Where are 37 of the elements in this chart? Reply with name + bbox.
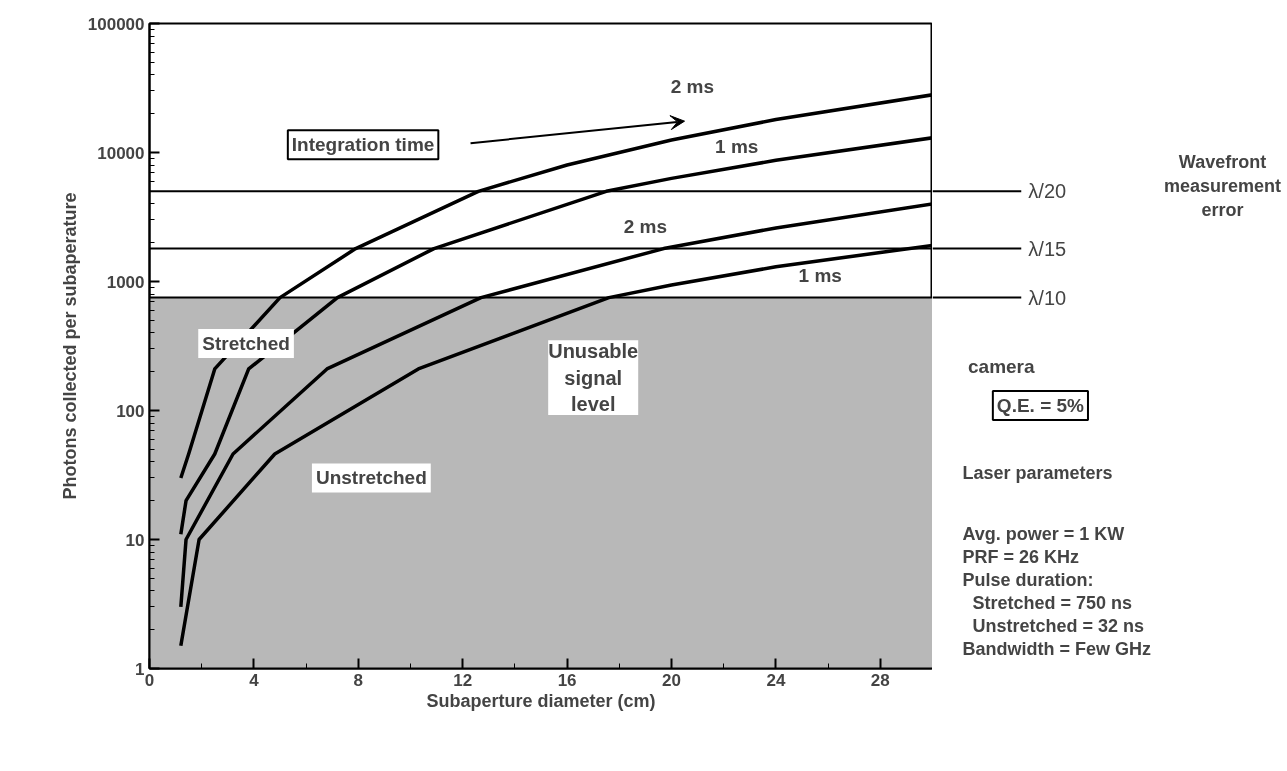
text: PRF = 26 KHz: [962, 546, 1080, 567]
ref-line-label: λ/10: [1028, 286, 1067, 309]
x-tick-label: 0: [144, 670, 155, 690]
series-label: 2 ms: [623, 215, 668, 237]
y-tick-label: 1: [135, 659, 145, 679]
y-axis-title: Photons collected per subaperature: [59, 192, 80, 500]
y-tick-label: 100: [116, 401, 145, 421]
text: Unstretched = 32 ns: [972, 615, 1145, 636]
x-tick-label: 24: [766, 670, 786, 690]
annotation: Unstretched: [315, 467, 427, 489]
x-tick-label: 8: [353, 670, 364, 690]
text: Laser parameters: [962, 462, 1113, 483]
x-tick-label: 12: [453, 670, 473, 690]
text: camera: [968, 356, 1035, 377]
y-tick-label: 1000: [106, 272, 145, 292]
y-tick-label: 10000: [97, 143, 145, 163]
text: Avg. power = 1 KW: [962, 523, 1125, 544]
band-label: Unusable signal level: [548, 340, 639, 415]
annotation: Integration time: [291, 134, 435, 156]
y-tick-label: 10: [125, 530, 145, 550]
text: Stretched = 750 ns: [972, 592, 1133, 613]
ref-line-label: λ/20: [1028, 180, 1067, 203]
x-tick-label: 20: [662, 670, 681, 690]
x-tick-label: 16: [557, 670, 577, 690]
y-tick-label: 100000: [87, 14, 145, 34]
text: Bandwidth = Few GHz: [962, 638, 1152, 659]
series-label: 1 ms: [715, 135, 759, 157]
series-label: 1 ms: [798, 264, 842, 286]
x-axis-title: Subaperture diameter (cm): [426, 690, 656, 711]
x-tick-label: 4: [249, 670, 260, 690]
annotation: Stretched: [202, 333, 290, 355]
ref-line-label: λ/15: [1028, 237, 1067, 260]
text: Pulse duration:: [962, 569, 1094, 590]
series-label: 2 ms: [670, 76, 715, 98]
text: Q.E. = 5%: [996, 395, 1085, 416]
x-tick-label: 28: [870, 670, 890, 690]
text: Wavefront measurement error: [1163, 151, 1282, 220]
